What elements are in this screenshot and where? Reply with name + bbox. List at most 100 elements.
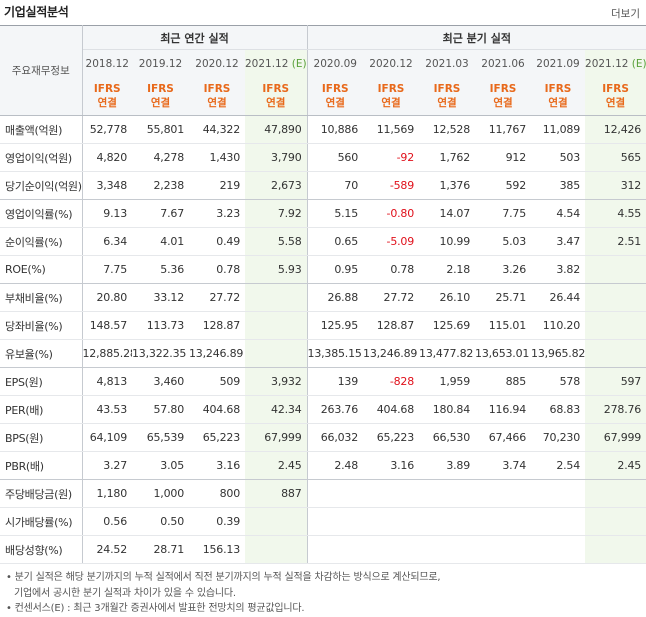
row-label: 영업이익률(%) [0,199,83,228]
ifrs-label: IFRS [93,83,121,95]
table-cell: 156.13 [189,535,245,564]
table-cell: 3.16 [189,451,245,480]
table-cell: 11,767 [475,115,532,144]
table-cell: 2,673 [245,171,308,200]
table-cell: 42.34 [245,395,308,424]
table-cell [245,339,308,368]
table-cell: 70,230 [531,423,586,452]
period-header: 2021.12 (E) [585,49,646,77]
ifrs-cell: IFRS 연결 [475,77,532,116]
table-cell: 3.82 [531,255,586,284]
table-cell: 1,180 [82,479,132,508]
table-cell [475,507,532,536]
table-cell: 4.01 [132,227,189,256]
table-cell: 13,246.89 [189,339,245,368]
table-cell: 128.87 [363,311,420,340]
table-cell: 13,385.15 [307,339,364,368]
table-cell: 2.54 [531,451,586,480]
corner-label: 주요재무정보 [0,25,83,116]
table-row: PBR(배) 3.27 3.05 3.16 2.45 2.48 3.16 3.89 3.74 2.… [0,451,646,480]
table-cell: 65,539 [132,423,189,452]
table-cell: 3.05 [132,451,189,480]
consolidated-label: 연결 [150,97,171,109]
table-row: 유보율(%) 12,885.28 13,322.35 13,246.89 13,385.… [0,339,646,368]
ifrs-cell: IFRS 연결 [245,77,308,116]
period-header: 2021.06 [475,49,532,77]
ifrs-label: IFRS [602,83,629,95]
section-title: 기업실적분석 [4,5,69,19]
table-row: ROE(%) 7.75 5.36 0.78 5.93 0.95 0.78 2.18 3.26 3.… [0,255,646,284]
table-cell: 9.13 [82,199,132,228]
table-cell: 5.58 [245,227,308,256]
table-cell: 385 [531,171,586,200]
table-cell: 1,762 [419,143,476,172]
table-cell: 912 [475,143,532,172]
ifrs-label: IFRS [377,83,405,95]
table-cell: 597 [585,367,646,396]
more-link[interactable]: 더보기 [611,8,640,20]
ifrs-cell: IFRS 연결 [307,77,364,116]
table-cell: 33.12 [132,283,189,312]
period-label: 2020.09 [313,57,357,70]
estimate-mark: (E) [291,57,307,70]
table-cell: 26.88 [307,283,364,312]
table-cell: 64,109 [82,423,132,452]
table-row: 영업이익률(%) 9.13 7.67 3.23 7.92 5.15 -0.80 14.07 7.… [0,199,646,228]
table-cell: 12,528 [419,115,476,144]
table-row: 부채비율(%) 20.80 33.12 27.72 26.88 27.72 26.10 25.… [0,283,646,312]
table-cell: 404.68 [189,395,245,424]
table-cell: 3.26 [475,255,532,284]
group-annual: 최근 연간 실적 [82,25,308,50]
table-cell: 7.75 [82,255,132,284]
table-cell: 27.72 [189,283,245,312]
table-cell: 2,238 [132,171,189,200]
row-label: BPS(원) [0,423,83,452]
table-cell: 592 [475,171,532,200]
table-cell: 1,000 [132,479,189,508]
table-row: 당기순이익(억원) 3,348 2,238 219 2,673 70 -589 1,376 59… [0,171,646,200]
table-cell [245,283,308,312]
table-cell: 125.95 [307,311,364,340]
ifrs-cell: IFRS 연결 [585,77,646,116]
table-cell: 509 [189,367,245,396]
row-label: 부채비율(%) [0,283,83,312]
table-cell: 13,477.82 [419,339,476,368]
table-cell: 11,569 [363,115,420,144]
table-cell: 3.74 [475,451,532,480]
table-cell [585,255,646,284]
table-cell: 560 [307,143,364,172]
table-cell: 1,430 [189,143,245,172]
table-cell: 43.53 [82,395,132,424]
table-cell: -5.09 [363,227,420,256]
row-label: EPS(원) [0,367,83,396]
table-cell: 115.01 [475,311,532,340]
table-cell: 67,466 [475,423,532,452]
table-cell: 4,813 [82,367,132,396]
table-cell: 66,530 [419,423,476,452]
table-cell: 26.44 [531,283,586,312]
table-row: 시가배당률(%) 0.56 0.50 0.39 [0,507,646,536]
table-cell: 2.45 [585,451,646,480]
period-header: 2020.12 [189,49,245,77]
table-cell: 47,890 [245,115,308,144]
table-cell: 55,801 [132,115,189,144]
table-row: 당좌비율(%) 148.57 113.73 128.87 125.95 128.87 125… [0,311,646,340]
ifrs-cell: IFRS 연결 [189,77,245,116]
row-label: PER(배) [0,395,83,424]
ifrs-label: IFRS [203,83,231,95]
table-cell: 4.55 [585,199,646,228]
table-cell: 65,223 [363,423,420,452]
period-label: 2021.06 [481,57,525,70]
row-label: 영업이익(억원) [0,143,83,172]
table-row: PER(배) 43.53 57.80 404.68 42.34 263.76 404.68 1… [0,395,646,424]
table-row: EPS(원) 4,813 3,460 509 3,932 139 -828 1,959 885 5… [0,367,646,396]
table-cell: 14.07 [419,199,476,228]
table-cell [363,507,420,536]
table-row: BPS(원) 64,109 65,539 65,223 67,999 66,032 65,2… [0,423,646,452]
table-cell [585,311,646,340]
table-cell: 3,460 [132,367,189,396]
ifrs-label: IFRS [321,83,349,95]
table-cell: 180.84 [419,395,476,424]
table-cell: 13,653.01 [475,339,532,368]
section-header: 기업실적분석 더보기 [0,0,646,24]
